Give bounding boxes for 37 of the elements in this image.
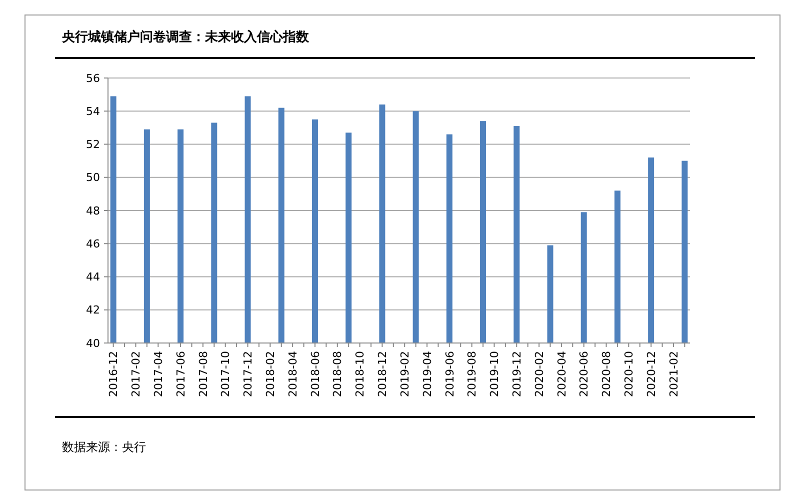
y-tick-label: 50 xyxy=(86,171,100,184)
x-tick-label: 2018-10 xyxy=(354,351,367,397)
x-tick-label: 2018-12 xyxy=(376,351,390,397)
y-tick-label: 44 xyxy=(86,270,100,284)
x-tick-label: 2017-04 xyxy=(152,351,165,397)
x-tick-label: 2017-12 xyxy=(242,351,255,397)
x-tick-label: 2020-12 xyxy=(644,351,658,397)
x-tick-label: 2016-12 xyxy=(107,351,120,397)
y-tick-label: 56 xyxy=(86,72,100,85)
x-tick-label: 2020-04 xyxy=(555,351,568,397)
x-tick-label: 2017-06 xyxy=(174,351,188,397)
y-tick-label: 46 xyxy=(86,237,100,250)
x-tick-label: 2019-06 xyxy=(443,351,456,397)
x-tick-label: 2020-06 xyxy=(578,351,591,397)
x-tick-label: 2020-02 xyxy=(532,351,546,397)
x-tick-label: 2019-12 xyxy=(510,351,524,397)
x-tick-label: 2018-04 xyxy=(286,351,300,397)
x-tick-label: 2017-08 xyxy=(196,351,210,397)
x-tick-label: 2018-08 xyxy=(331,351,344,397)
x-tick-label: 2019-04 xyxy=(420,351,434,397)
x-tick-label: 2017-10 xyxy=(219,351,232,397)
x-tick-label: 2019-08 xyxy=(466,351,479,397)
x-tick-label: 2017-02 xyxy=(130,351,143,397)
y-tick-label: 54 xyxy=(86,104,100,118)
x-tick-label: 2020-08 xyxy=(600,351,614,397)
y-tick-label: 52 xyxy=(86,138,100,152)
y-tick-label: 48 xyxy=(86,204,100,218)
y-tick-label: 42 xyxy=(86,304,100,317)
x-tick-label: 2021-02 xyxy=(667,351,680,397)
x-tick-label: 2020-10 xyxy=(622,351,636,397)
x-tick-label: 2019-10 xyxy=(488,351,502,397)
x-tick-label: 2018-06 xyxy=(308,351,322,397)
y-tick-label: 40 xyxy=(86,336,100,350)
source-note: 数据来源：央行 xyxy=(62,440,146,454)
x-tick-label: 2019-02 xyxy=(398,351,412,397)
x-tick-label: 2018-02 xyxy=(264,351,278,397)
chart-title: 央行城镇储户问卷调查：未来收入信心指数 xyxy=(61,29,310,45)
